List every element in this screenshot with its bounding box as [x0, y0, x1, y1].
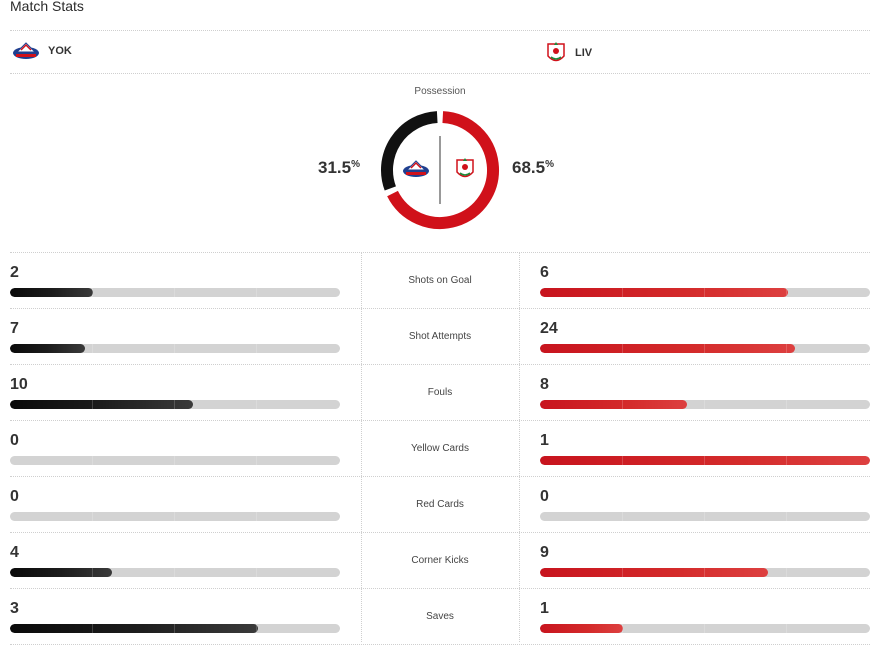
- home-stat-value: 0: [10, 432, 19, 449]
- away-stat-bar: [540, 344, 870, 353]
- yokohama-crest-icon: [403, 160, 429, 177]
- away-stat-bar-fill: [540, 624, 787, 633]
- home-team-abbr: YOK: [48, 45, 72, 57]
- home-stat-bar: [10, 288, 340, 297]
- away-stat-value: 0: [540, 488, 549, 505]
- home-stat-bar: [10, 512, 340, 521]
- column-divider: [361, 252, 362, 642]
- stat-label: Red Cards: [416, 499, 464, 510]
- away-stat-bar-fill: [540, 288, 788, 297]
- away-possession-arc: [387, 111, 499, 229]
- home-possession-value: 31.5%: [318, 158, 360, 177]
- home-stat-bar: [10, 400, 340, 409]
- divider: [10, 532, 870, 533]
- stat-label: Saves: [426, 611, 454, 622]
- column-divider: [519, 252, 520, 642]
- away-stat-value: 24: [540, 320, 558, 337]
- away-possession-value: 68.5%: [512, 158, 554, 177]
- away-stat-bar: [540, 624, 870, 633]
- divider: [10, 73, 870, 74]
- away-stat-bar: [540, 568, 870, 577]
- home-stat-bar: [10, 344, 340, 353]
- stat-row: 4 Corner Kicks 9: [10, 533, 870, 589]
- home-stat-bar-fill: [10, 288, 257, 297]
- liverpool-crest-icon: [547, 42, 565, 62]
- divider: [10, 420, 870, 421]
- home-stat-bar-fill: [10, 568, 257, 577]
- away-stat-value: 8: [540, 376, 549, 393]
- home-stat-value: 3: [10, 600, 19, 617]
- home-stat-bar: [10, 456, 340, 465]
- home-stat-value: 0: [10, 488, 19, 505]
- home-stat-bar-fill: [10, 344, 257, 353]
- stat-row: 2 Shots on Goal 6: [10, 253, 870, 309]
- away-team-abbr: LIV: [575, 47, 593, 59]
- away-stat-bar-fill: [540, 568, 787, 577]
- away-stat-bar: [540, 512, 870, 521]
- divider: [10, 252, 870, 253]
- divider: [10, 476, 870, 477]
- match-stats-title: Match Stats: [10, 0, 84, 14]
- stat-label: Shot Attempts: [408, 331, 472, 342]
- home-stat-value: 10: [10, 376, 28, 393]
- divider: [10, 308, 870, 309]
- possession-donut: [381, 111, 499, 229]
- home-stat-bar-fill: [10, 624, 258, 633]
- stat-label: Corner Kicks: [411, 555, 469, 566]
- away-stat-bar: [540, 456, 870, 465]
- home-stat-value: 4: [10, 544, 19, 561]
- home-stat-bar-fill: [10, 400, 257, 409]
- home-stat-value: 2: [10, 264, 19, 281]
- away-stat-value: 9: [540, 544, 549, 561]
- divider: [10, 364, 870, 365]
- stat-row: 0 Yellow Cards 1: [10, 421, 870, 477]
- home-stat-bar: [10, 568, 340, 577]
- liverpool-crest-icon: [456, 158, 474, 178]
- away-stat-value: 1: [540, 600, 549, 617]
- divider: [10, 588, 870, 589]
- away-stat-value: 6: [540, 264, 549, 281]
- possession-label: Possession: [414, 86, 466, 97]
- away-stat-bar: [540, 400, 870, 409]
- stat-label: Fouls: [427, 387, 453, 398]
- away-stat-value: 1: [540, 432, 549, 449]
- away-team[interactable]: LIV: [545, 40, 592, 66]
- stat-label: Shots on Goal: [408, 275, 472, 286]
- away-stat-bar: [540, 288, 870, 297]
- stat-row: 7 Shot Attempts 24: [10, 309, 870, 365]
- stat-row: 10 Fouls 8: [10, 365, 870, 421]
- home-stat-value: 7: [10, 320, 19, 337]
- home-stat-bar: [10, 624, 340, 633]
- yokohama-crest-icon: [13, 42, 39, 59]
- home-possession-arc: [381, 111, 438, 191]
- stat-label: Yellow Cards: [411, 443, 469, 454]
- away-stat-bar-fill: [540, 456, 870, 465]
- away-stat-bar-fill: [540, 344, 796, 353]
- divider: [10, 30, 870, 31]
- stat-row: 0 Red Cards 0: [10, 477, 870, 533]
- away-stat-bar-fill: [540, 400, 787, 409]
- home-team[interactable]: YOK: [12, 40, 72, 62]
